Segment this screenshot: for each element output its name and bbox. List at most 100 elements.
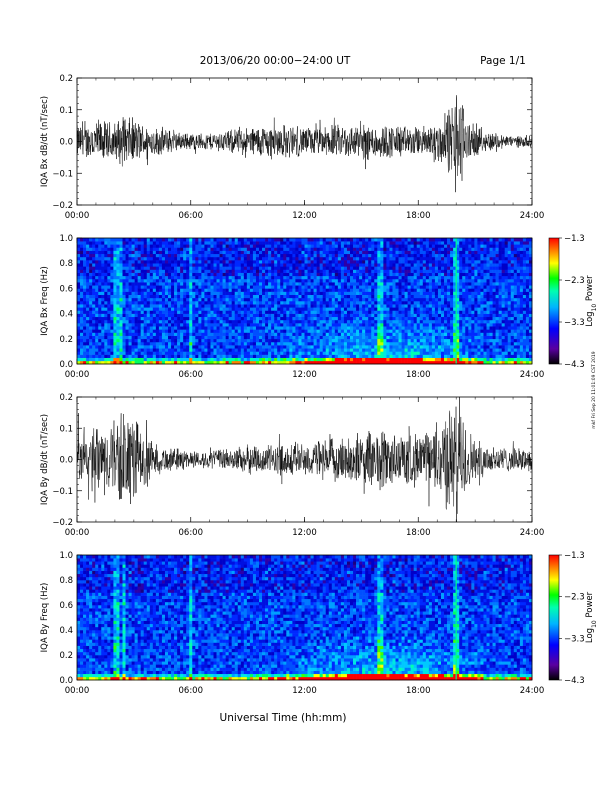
spectrogram-cell — [356, 310, 360, 314]
spectrogram-cell — [116, 326, 120, 330]
spectrogram-cell — [146, 323, 151, 327]
spectrogram-cell — [422, 291, 427, 295]
spectrogram-cell — [313, 250, 317, 255]
spectrogram-cell — [316, 291, 320, 295]
spectrogram-cell — [325, 332, 330, 336]
spectrogram-cell — [213, 291, 217, 295]
spectrogram-cell — [83, 291, 87, 295]
spectrogram-cell — [334, 297, 339, 302]
spectrogram-cell — [161, 244, 166, 248]
spectrogram-cell — [92, 247, 96, 251]
spectrogram-cell — [177, 278, 181, 283]
spectrogram-cell — [101, 266, 105, 270]
spectrogram-cell — [137, 244, 141, 248]
spectrogram-cell — [252, 282, 257, 286]
spectrogram-cell — [189, 256, 193, 261]
spectrogram-cell — [155, 244, 160, 248]
spectrogram-cell — [325, 263, 330, 267]
spectrogram-cell — [350, 301, 354, 305]
spectrogram-cell — [422, 297, 427, 302]
spectrogram-cell — [201, 278, 205, 283]
spectrogram-cell — [346, 282, 351, 286]
spectrogram-cell — [350, 307, 354, 311]
spectrogram-cell — [213, 241, 217, 245]
spectrogram-cell — [104, 266, 108, 270]
spectrogram-cell — [274, 241, 278, 245]
spectrogram-cell — [271, 341, 275, 346]
spectrogram-cell — [255, 260, 260, 264]
spectrogram-cell — [428, 282, 433, 286]
spectrogram-cell — [213, 244, 217, 248]
x-tick-label: 12:00 — [292, 370, 317, 380]
spectrogram-cell — [95, 319, 99, 324]
spectrogram-cell — [401, 263, 405, 267]
spectrogram-cell — [283, 263, 287, 267]
spectrogram-cell — [210, 291, 214, 295]
spectrogram-cell — [395, 238, 399, 242]
spectrogram-cell — [177, 329, 181, 333]
spectrogram-cell — [77, 253, 81, 258]
spectrogram-cell — [155, 332, 160, 336]
spectrogram-cell — [307, 260, 311, 264]
spectrogram-cell — [171, 319, 175, 324]
spectrogram-cell — [368, 256, 372, 261]
spectrogram-cell — [292, 272, 296, 277]
spectrogram-cell — [395, 338, 399, 343]
spectrogram-cell — [137, 294, 141, 299]
spectrogram-cell — [213, 266, 217, 270]
spectrogram-cell — [428, 260, 433, 264]
spectrogram-cell — [113, 354, 117, 358]
spectrogram-cell — [386, 326, 390, 330]
spectrogram-cell — [201, 332, 205, 336]
spectrogram-cell — [164, 269, 169, 273]
spectrogram-cell — [83, 241, 87, 245]
spectrogram-cell — [398, 326, 402, 330]
spectrogram-cell — [101, 256, 105, 261]
spectrogram-cell — [419, 323, 424, 327]
spectrogram-cell — [183, 241, 187, 245]
spectrogram-cell — [89, 247, 93, 251]
spectrogram-cell — [207, 310, 211, 314]
spectrogram-cell — [313, 360, 317, 365]
spectrogram-cell — [231, 310, 236, 314]
spectrogram-cell — [113, 326, 117, 330]
spectrogram-cell — [337, 291, 342, 295]
spectrogram-cell — [234, 260, 239, 264]
spectrogram-cell — [252, 348, 257, 352]
spectrogram-cell — [416, 269, 421, 273]
spectrogram-cell — [416, 260, 421, 264]
spectrogram-cell — [313, 285, 317, 289]
spectrogram-cell — [295, 269, 299, 273]
spectrogram-cell — [198, 263, 202, 267]
spectrogram-cell — [225, 247, 229, 251]
spectrogram-cell — [292, 301, 296, 305]
spectrogram-cell — [237, 338, 242, 343]
spectrogram-cell — [289, 285, 293, 289]
spectrogram-cell — [428, 256, 433, 261]
spectrogram-cell — [240, 275, 245, 280]
spectrogram-cell — [225, 282, 229, 286]
spectrogram-cell — [98, 247, 102, 251]
spectrogram-cell — [252, 269, 257, 273]
spectrogram-cell — [201, 253, 205, 258]
spectrogram-cell — [246, 338, 251, 343]
spectrogram-cell — [286, 275, 290, 280]
spectrogram-cell — [95, 354, 99, 358]
spectrogram-cell — [356, 278, 360, 283]
spectrogram-cell — [346, 360, 351, 365]
spectrogram-cell — [350, 316, 354, 321]
spectrogram-cell — [353, 319, 357, 324]
spectrogram-cell — [246, 329, 251, 333]
spectrogram-cell — [365, 291, 369, 295]
spectrogram-cell — [155, 329, 160, 333]
spectrogram-cell — [295, 238, 299, 242]
spectrogram-cell — [137, 272, 141, 277]
spectrogram-cell — [259, 338, 263, 343]
spectrogram-cell — [413, 326, 418, 330]
spectrogram-cell — [155, 294, 160, 299]
spectrogram-cell — [80, 247, 84, 251]
spectrogram-cell — [198, 260, 202, 264]
spectrogram-cell — [137, 256, 141, 261]
spectrogram-cell — [89, 269, 93, 273]
spectrogram-cell — [371, 278, 375, 283]
